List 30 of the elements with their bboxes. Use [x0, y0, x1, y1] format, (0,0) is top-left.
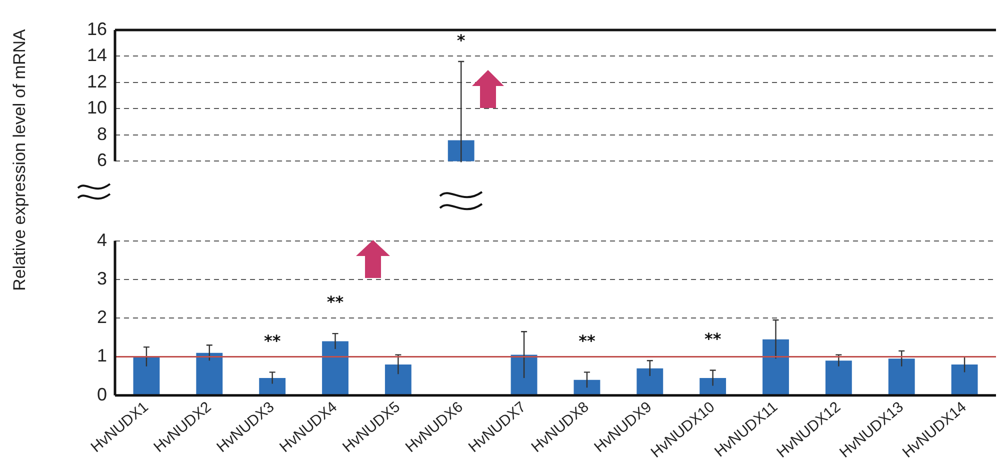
y-tick-label: 6	[96, 150, 107, 170]
bar	[700, 378, 726, 395]
bar	[636, 368, 664, 395]
y-tick-label: 16	[86, 18, 107, 39]
bar	[825, 360, 852, 395]
bar	[888, 358, 915, 395]
y-tick-label: 1	[96, 346, 107, 366]
y-tick-label: 10	[86, 98, 107, 118]
annotation: **	[264, 331, 282, 350]
annotation: **	[704, 329, 722, 348]
bar	[322, 341, 348, 395]
bar	[510, 354, 538, 395]
bar	[196, 352, 223, 395]
y-tick-label: 3	[96, 268, 107, 288]
y-tick-label: 8	[96, 124, 107, 144]
y-tick-label: 4	[96, 230, 107, 250]
y-axis-title: Relative expression level of mRNA	[10, 28, 30, 293]
bar	[259, 378, 286, 395]
y-tick-label: 0	[96, 384, 107, 404]
y-tick-label: 2	[96, 307, 107, 328]
y-tick-label: 12	[86, 71, 107, 92]
bar	[574, 380, 600, 395]
bar	[384, 364, 412, 395]
bar	[762, 339, 789, 395]
annotation: **	[578, 331, 596, 350]
y-tick-label: 14	[86, 45, 107, 66]
bar	[951, 364, 978, 395]
annotation: **	[326, 292, 344, 312]
bar	[133, 356, 160, 395]
annotation: *	[456, 31, 466, 50]
